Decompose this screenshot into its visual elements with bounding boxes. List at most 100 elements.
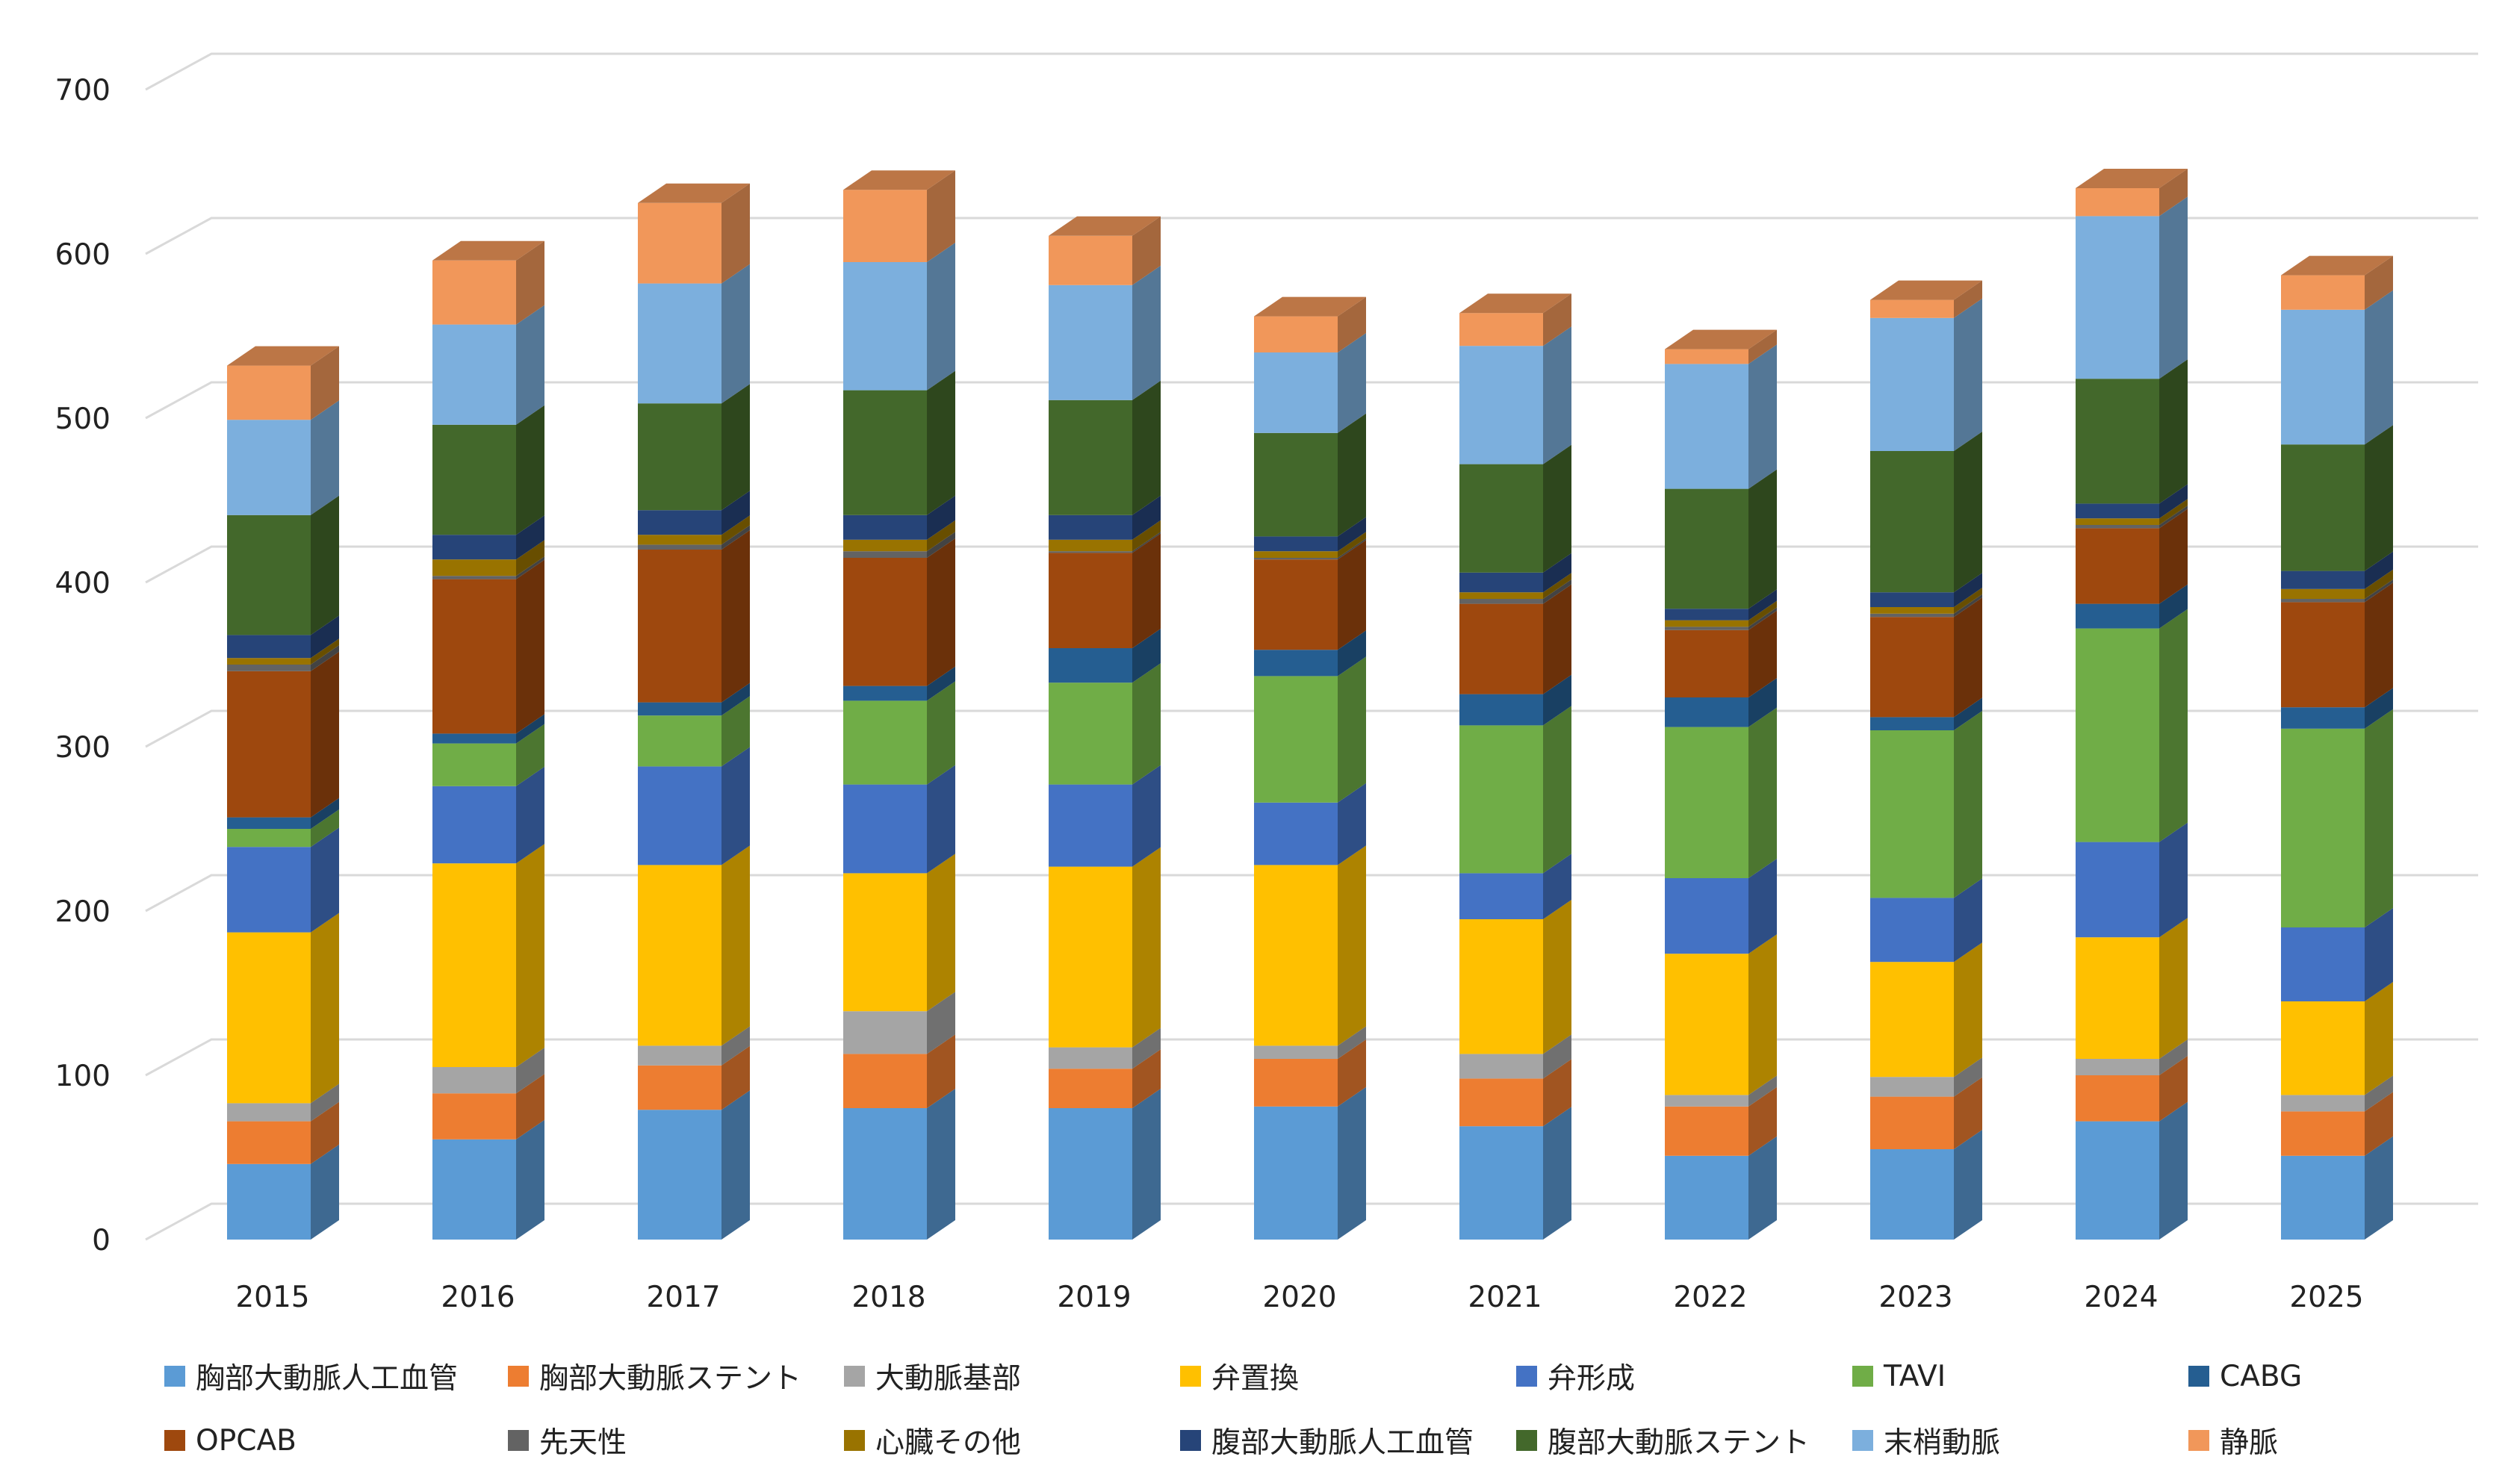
bar-segment-front: [638, 702, 721, 716]
bar-segment-front: [1459, 694, 1543, 726]
bar-segment-front: [1870, 299, 1954, 318]
bar-segment-side: [1543, 1059, 1571, 1127]
y-tick-label: 400: [55, 567, 111, 600]
bar-segment-side: [1954, 711, 1982, 898]
bar-top-face: [1049, 216, 1161, 236]
bar-segment-side: [1338, 413, 1366, 537]
bar-segment: [1049, 1049, 1161, 1108]
bar-column-2018: [843, 170, 955, 1240]
legend-label: 静脈: [2220, 1426, 2279, 1460]
bar-segment-side: [1954, 298, 1982, 451]
bar-segment-front: [2281, 444, 2365, 571]
bar-segment-side: [2365, 709, 2393, 927]
bar-segment-front: [432, 1067, 516, 1094]
bar-segment: [1870, 573, 1982, 607]
bar-segment-side: [927, 243, 955, 391]
bar-segment-front: [432, 743, 516, 786]
bar-segment-front: [2076, 1075, 2159, 1122]
bar-segment-side: [1132, 1049, 1161, 1108]
bar-segment: [1665, 1075, 1777, 1107]
bar-segment: [843, 681, 955, 785]
bar-segment: [1870, 1077, 1982, 1149]
bar-segment-side: [1543, 854, 1571, 919]
bar-segment: [2281, 425, 2393, 571]
bar-segment-side: [927, 765, 955, 874]
bar-segment-front: [2281, 1001, 2365, 1095]
legend-swatch: [844, 1430, 865, 1451]
bar-segment-front: [432, 260, 516, 325]
bar-segment-front: [1254, 802, 1338, 865]
bar-segment: [2281, 579, 2393, 603]
bar-segment-side: [311, 798, 339, 829]
bar-segment-front: [2281, 599, 2365, 603]
x-tick-label: 2016: [441, 1281, 515, 1314]
bar-segment-front: [2281, 1155, 2365, 1240]
bar-segment-front: [1459, 572, 1543, 593]
bar-segment-side: [1748, 469, 1777, 609]
bar-segment-front: [638, 865, 721, 1046]
bar-segment: [1870, 298, 1982, 451]
bar-segment: [1254, 845, 1366, 1046]
bar-segment: [1459, 854, 1571, 919]
bar-segment-side: [721, 683, 750, 716]
bar-segment-side: [1338, 532, 1366, 558]
x-tick-label: 2022: [1673, 1281, 1747, 1314]
bar-segment-front: [843, 558, 927, 686]
bar-segment-side: [2159, 609, 2188, 842]
bar-segment: [1459, 900, 1571, 1054]
bar-segment-front: [1870, 317, 1954, 451]
bar-segment: [638, 1045, 750, 1110]
bar-segment: [1459, 706, 1571, 874]
bar-segment-side: [2159, 169, 2188, 217]
bar-segment-side: [2159, 196, 2188, 379]
bar-segment-side: [1748, 1075, 1777, 1107]
bar-segment: [638, 515, 750, 545]
bar-segment: [1254, 540, 1366, 650]
bar-segment-side: [311, 1144, 339, 1240]
bars: [227, 169, 2393, 1240]
bar-segment-front: [1459, 919, 1543, 1054]
bar-segment-front: [2281, 588, 2365, 599]
bar-segment-front: [843, 190, 927, 262]
bar-segment-side: [1132, 1089, 1161, 1240]
bar-segment-front: [1254, 1045, 1338, 1059]
bar-segment-side: [516, 405, 544, 535]
bar-segment-side: [721, 491, 750, 535]
bar-segment: [1049, 765, 1161, 867]
bar-segment-side: [1338, 656, 1366, 803]
legend-label: 先天性: [539, 1426, 627, 1460]
bar-segment: [1254, 413, 1366, 537]
legend-label: 腹部大動脈人工血管: [1211, 1426, 1474, 1460]
bar-segment-front: [1870, 617, 1954, 718]
bar-segment: [1049, 1089, 1161, 1240]
bar-segment-front: [2076, 503, 2159, 519]
bar-segment: [1459, 1107, 1571, 1240]
bar-segment: [432, 540, 544, 576]
bar-segment-front: [2281, 728, 2365, 927]
bar-segment: [638, 1090, 750, 1240]
bar-column-2015: [227, 346, 339, 1240]
bar-segment-side: [311, 400, 339, 515]
bar-segment-side: [1748, 1136, 1777, 1240]
bar-segment-side: [1543, 579, 1571, 604]
bar-segment-side: [516, 556, 544, 579]
x-tick-label: 2019: [1057, 1281, 1131, 1314]
bar-segment-side: [1748, 707, 1777, 878]
bar-segment-side: [2159, 584, 2188, 629]
bar-segment: [1254, 532, 1366, 558]
bar-segment-front: [1254, 316, 1338, 352]
bar-top-face: [1459, 293, 1571, 314]
bar-segment-front: [2281, 1111, 2365, 1156]
bar-segment-side: [1338, 296, 1366, 352]
bar-segment-front: [1049, 683, 1132, 785]
bar-segment-front: [227, 932, 311, 1104]
bar-segment: [1459, 573, 1571, 599]
bar-segment-side: [2159, 506, 2188, 529]
bar-segment-side: [2159, 359, 2188, 504]
bar-segment-side: [1954, 942, 1982, 1078]
bar-segment-front: [227, 1103, 311, 1122]
y-axis-ticks: 0 100 200 300 400 500 600 700: [55, 74, 111, 1257]
bar-segment-side: [2365, 1075, 2393, 1112]
bar-segment: [2076, 1039, 2188, 1075]
bar-segment-front: [1870, 898, 1954, 963]
